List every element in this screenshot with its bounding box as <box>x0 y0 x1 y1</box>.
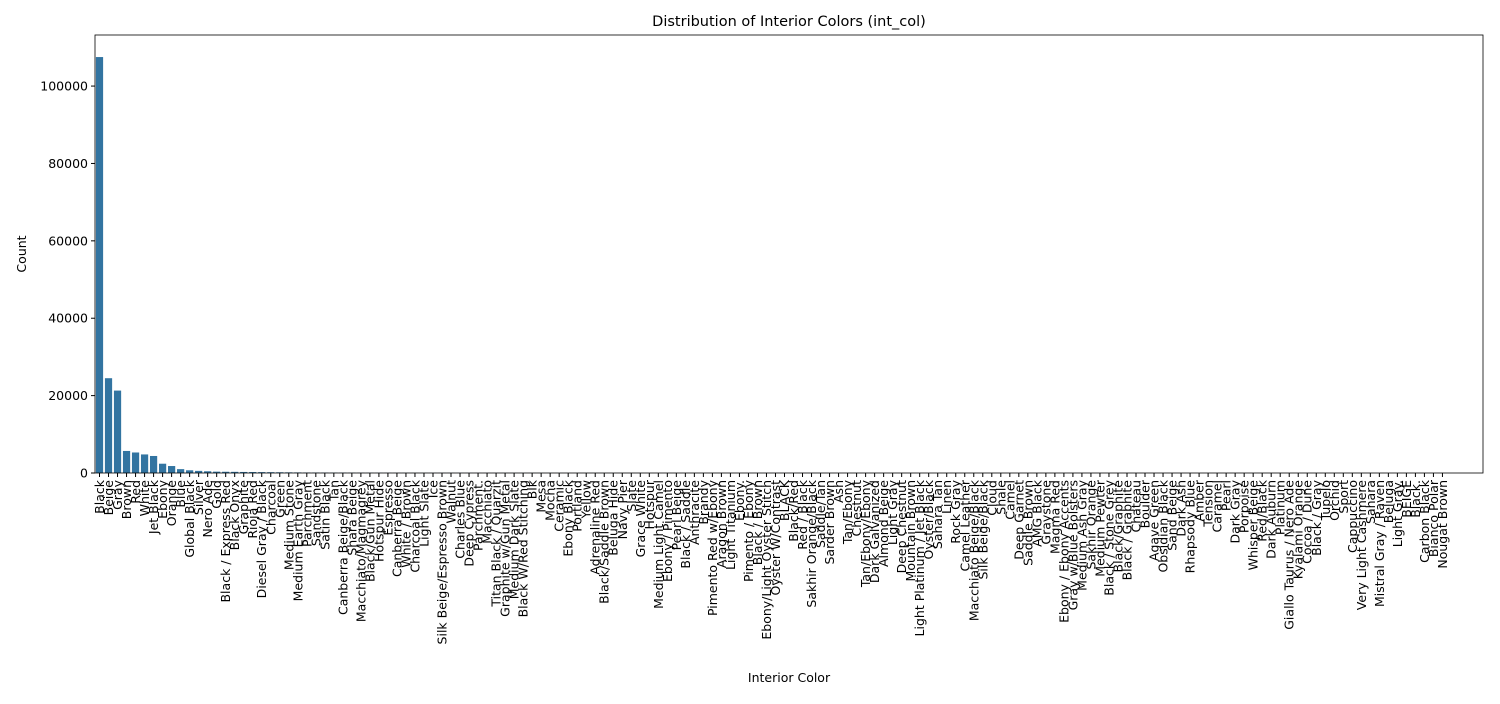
bar <box>177 469 184 473</box>
y-tick-label: 20000 <box>48 388 88 403</box>
bar <box>141 454 148 473</box>
bar <box>186 470 193 473</box>
bar <box>132 452 139 473</box>
y-tick-label: 0 <box>80 466 88 481</box>
bar <box>150 456 157 473</box>
y-axis-label: Count <box>14 235 29 272</box>
y-tick-label: 80000 <box>48 156 88 171</box>
x-tick-label: Nougat Brown <box>1435 480 1450 569</box>
bar <box>105 378 112 473</box>
chart-title: Distribution of Interior Colors (int_col… <box>652 14 926 30</box>
y-tick-label: 60000 <box>48 233 88 248</box>
x-axis-label: Interior Color <box>748 670 831 685</box>
bar <box>96 57 103 473</box>
y-tick-label: 100000 <box>40 79 88 94</box>
bar <box>168 466 175 473</box>
x-tick-label: Black W/Red Stitching <box>516 480 531 617</box>
bar <box>114 391 121 473</box>
plot-frame <box>95 35 1483 473</box>
bar <box>159 464 166 473</box>
y-tick-label: 40000 <box>48 311 88 326</box>
bar <box>123 451 130 473</box>
